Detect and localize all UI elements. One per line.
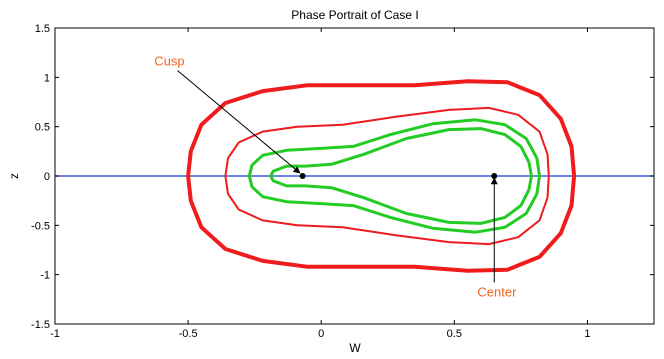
plot-area: Cusp Center — [54, 27, 655, 325]
x-tick-label: 1 — [584, 328, 590, 340]
x-tick-label: -1 — [50, 328, 60, 340]
annotation-label-center: Center — [477, 284, 517, 299]
axes-layer: -1 -0.5 0 0.5 1-1.5-1-0.500.511.5 — [31, 23, 654, 340]
x-tick-label: 0.5 — [447, 328, 462, 340]
x-axis-title: W — [349, 341, 361, 355]
y-tick-label: 0.5 — [35, 122, 50, 134]
trajectory-4 — [269, 127, 533, 225]
annotation-arrow-cusp — [177, 70, 301, 174]
annotation-label-cusp: Cusp — [154, 53, 184, 68]
y-tick-label: -1.5 — [31, 319, 50, 331]
y-tick-label: -0.5 — [31, 220, 50, 232]
trajectory-2 — [224, 106, 550, 246]
chart-title: Phase Portrait of Case I — [291, 8, 418, 22]
y-axis-title: z — [7, 173, 21, 179]
cusp-point — [299, 173, 306, 179]
marks-layer: Cusp Center — [154, 53, 517, 299]
trajectory-3 — [247, 118, 541, 234]
x-tick-label: -0.5 — [179, 328, 198, 340]
trajectory-1 — [186, 79, 577, 273]
y-tick-label: -1 — [40, 270, 50, 282]
x-tick-label: 0 — [318, 328, 324, 340]
y-tick-label: 1.5 — [35, 23, 50, 35]
series-layer — [55, 79, 654, 273]
y-tick-label: 0 — [44, 171, 50, 183]
y-tick-label: 1 — [44, 72, 50, 84]
